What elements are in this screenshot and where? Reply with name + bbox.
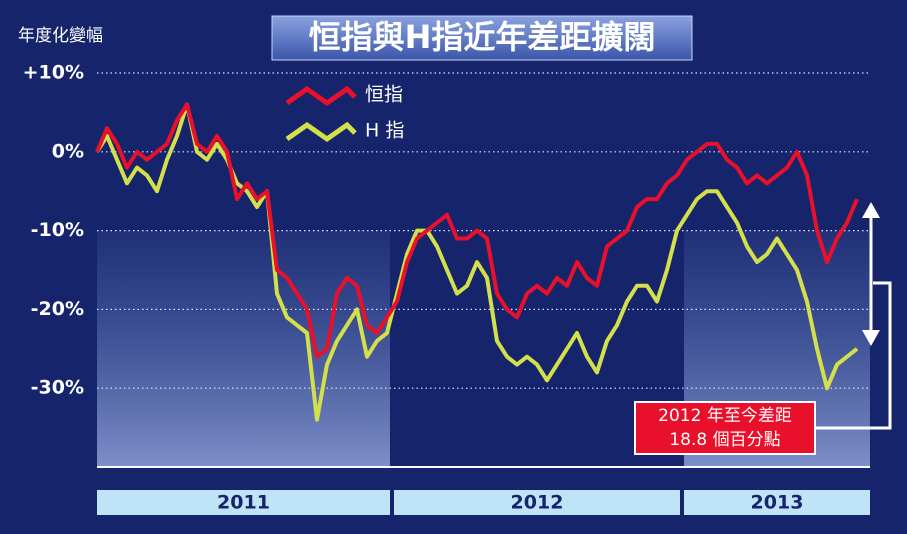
- annotation: 2012 年至今差距: [658, 406, 792, 426]
- y-tick-label: -20%: [31, 298, 84, 320]
- y-tick-label: -30%: [31, 377, 84, 399]
- x-tick-label: 2012: [511, 492, 564, 514]
- x-tick-label: 2011: [217, 492, 270, 514]
- year-band: [97, 490, 390, 515]
- y-tick-label: -10%: [31, 219, 84, 241]
- annotation-arrows: [815, 202, 892, 430]
- year-band: [394, 490, 680, 515]
- series-line: [95, 102, 859, 422]
- legend-label: 恒指: [365, 84, 403, 106]
- legend-label: H 指: [365, 120, 404, 142]
- annotation: 18.8 個百分點: [669, 430, 780, 450]
- annotation-box: [634, 401, 816, 455]
- legend-swatch: [285, 121, 357, 143]
- y-tick-label: +10%: [23, 62, 84, 84]
- series-line: [95, 102, 859, 359]
- chart-title: 恒指與H指近年差距擴闊: [309, 18, 656, 56]
- legend-swatch: [285, 85, 357, 107]
- y-axis-label: 年度化變幅: [18, 26, 103, 46]
- x-tick-label: 2013: [751, 492, 804, 514]
- title-box: [271, 15, 693, 61]
- y-tick-label: 0%: [52, 140, 84, 162]
- year-band: [684, 490, 870, 515]
- year-panel: [97, 230, 390, 467]
